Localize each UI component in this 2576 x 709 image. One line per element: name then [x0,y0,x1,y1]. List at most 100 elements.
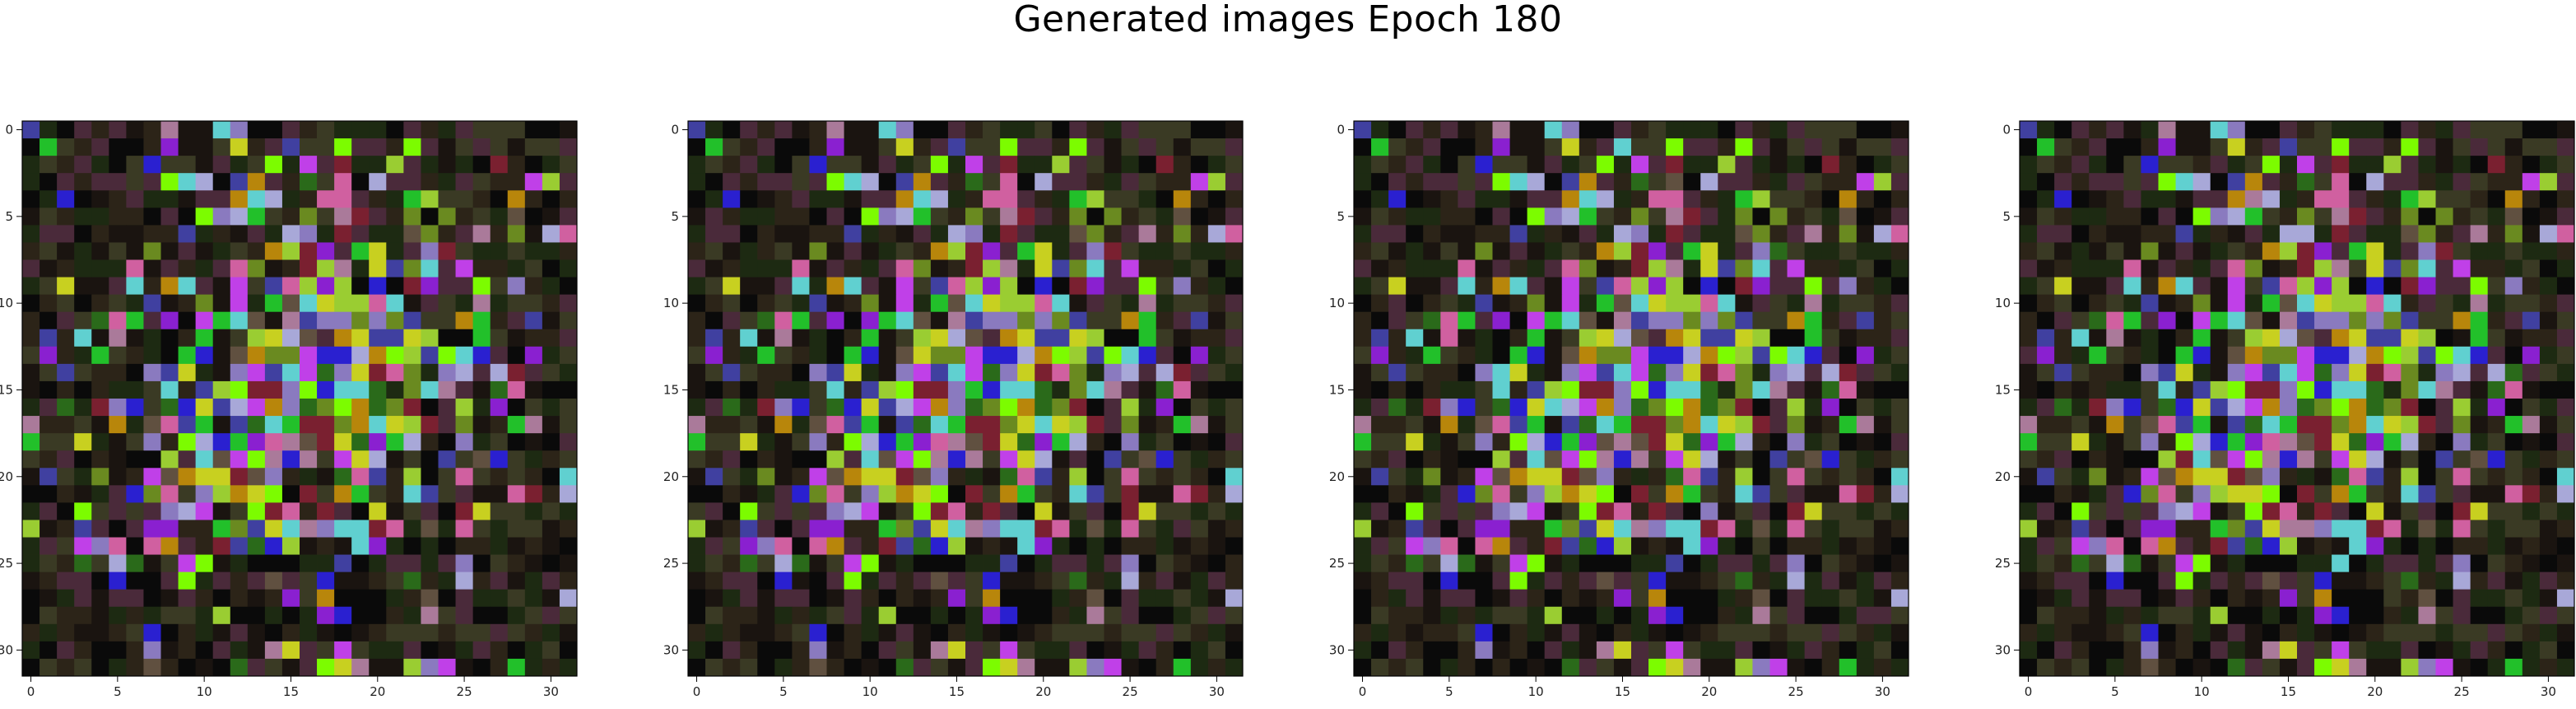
pixel [438,623,456,642]
pixel [1052,173,1070,191]
pixel [1769,433,1788,451]
pixel [2123,190,2141,208]
pixel [1492,554,1510,573]
pixel [2349,641,2367,660]
pixel [2366,138,2384,156]
pixel [2453,623,2471,642]
pixel [2262,225,2281,243]
pixel [1017,485,1035,503]
pixel [1579,121,1597,139]
pixel [1666,485,1684,503]
pixel [57,208,75,226]
pixel [2349,138,2367,156]
pixel [143,121,161,139]
pixel [1787,242,1806,260]
pixel [1207,363,1226,382]
pixel [2349,399,2367,417]
pixel [2487,520,2506,538]
image-pixels [1354,121,1909,677]
pixel [705,294,723,313]
pixel [2539,277,2558,296]
pixel [507,208,526,226]
pixel [542,259,560,278]
pixel [1718,589,1736,608]
pixel [2332,294,2350,313]
pixel [895,450,914,469]
pixel [2279,225,2298,243]
pixel [403,346,421,365]
y-tick-label: 5 [5,209,13,224]
pixel [264,537,283,555]
pixel [403,173,421,191]
pixel [2192,450,2211,469]
pixel [1873,606,1892,625]
pixel [2297,554,2315,573]
pixel [1475,208,1493,226]
pixel [1354,520,1372,538]
pixel [1873,520,1892,538]
pixel [1666,537,1684,555]
pixel [1839,433,1858,451]
pixel [1561,138,1580,156]
pixel [2054,520,2072,538]
pixel [792,502,810,520]
pixel [1509,138,1528,156]
pixel [2037,329,2055,348]
pixel [2141,329,2159,348]
pixel [403,537,421,555]
pixel [947,641,966,660]
pixel [1527,242,1546,260]
pixel [1086,399,1104,417]
pixel [1648,329,1667,348]
pixel [2314,208,2332,226]
pixel [1890,571,1909,590]
pixel [809,623,827,642]
pixel [1138,242,1157,260]
pixel [2470,121,2489,139]
pixel [1718,485,1736,503]
x-tick-label: 0 [693,684,701,699]
pixel [930,658,949,677]
pixel [91,294,109,313]
pixel [178,259,197,278]
pixel [369,502,387,520]
pixel [1475,363,1493,382]
pixel [160,520,179,538]
pixel [1000,433,1018,451]
pixel [1423,329,1441,348]
pixel [2175,225,2194,243]
pixel [247,173,266,191]
pixel [160,641,179,660]
pixel [2037,537,2055,555]
pixel [126,225,144,243]
pixel [1388,658,1407,677]
pixel [2297,208,2315,226]
pixel [369,641,387,660]
pixel [1613,259,1632,278]
pixel [524,173,543,191]
pixel [230,363,249,382]
pixel [705,468,723,486]
pixel [369,277,387,296]
pixel [1700,138,1718,156]
pixel [2470,571,2489,590]
pixel [1035,433,1053,451]
pixel [688,433,706,451]
pixel [688,623,706,642]
pixel [1440,294,1458,313]
pixel [913,554,932,573]
pixel [1423,502,1441,520]
pixel [1155,190,1174,208]
pixel [1138,537,1157,555]
pixel [1052,450,1070,469]
pixel [386,363,404,382]
pixel [2192,121,2211,139]
pixel [1821,277,1840,296]
pixel [723,485,741,503]
pixel [212,485,231,503]
pixel [22,606,40,625]
pixel [740,623,758,642]
pixel [2539,641,2558,660]
pixel [2383,121,2402,139]
pixel [542,468,560,486]
